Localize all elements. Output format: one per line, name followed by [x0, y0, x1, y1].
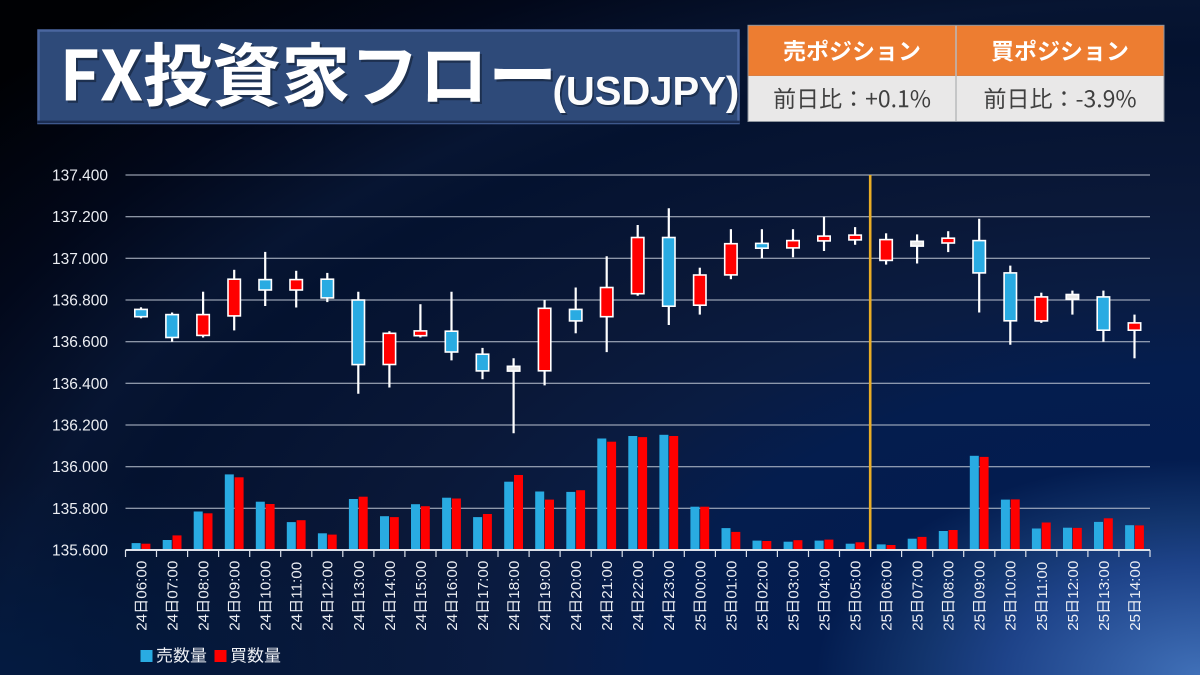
- svg-text:10:00: 10:00: [258, 561, 275, 599]
- svg-text:24: 24: [537, 614, 554, 631]
- svg-text:135.800: 135.800: [52, 501, 108, 518]
- svg-text:25: 25: [1065, 614, 1082, 631]
- svg-text:24: 24: [568, 614, 585, 631]
- svg-text:24: 24: [475, 614, 492, 631]
- svg-text:03:00: 03:00: [785, 561, 802, 599]
- svg-text:25: 25: [754, 614, 771, 631]
- svg-text:21:00: 21:00: [599, 561, 616, 599]
- svg-text:00:00: 00:00: [692, 561, 709, 599]
- svg-text:24: 24: [165, 614, 182, 631]
- svg-text:04:00: 04:00: [817, 561, 834, 599]
- svg-text:11:00: 11:00: [289, 562, 306, 599]
- svg-text:24: 24: [258, 614, 275, 631]
- svg-text:25: 25: [1096, 614, 1113, 631]
- svg-text:13:00: 13:00: [351, 561, 368, 599]
- svg-text:14:00: 14:00: [1127, 561, 1144, 599]
- svg-text:09:00: 09:00: [227, 561, 244, 599]
- svg-text:135.600: 135.600: [52, 543, 108, 560]
- svg-text:12:00: 12:00: [1065, 561, 1082, 599]
- svg-text:25: 25: [1127, 614, 1144, 631]
- svg-text:136.000: 136.000: [52, 459, 108, 476]
- svg-text:01:00: 01:00: [723, 561, 740, 599]
- svg-text:137.200: 137.200: [52, 209, 108, 226]
- svg-text:16:00: 16:00: [444, 561, 461, 599]
- svg-text:136.200: 136.200: [52, 418, 108, 435]
- svg-text:24: 24: [289, 614, 306, 631]
- svg-text:25: 25: [1003, 614, 1020, 631]
- svg-text:25: 25: [848, 614, 865, 631]
- svg-text:25: 25: [1034, 614, 1051, 631]
- svg-text:10:00: 10:00: [1003, 561, 1020, 599]
- svg-text:(USDJPY): (USDJPY): [553, 70, 740, 114]
- svg-text:136.600: 136.600: [52, 334, 108, 351]
- svg-text:08:00: 08:00: [196, 561, 213, 599]
- svg-text:24: 24: [196, 614, 213, 631]
- svg-text:25: 25: [723, 614, 740, 631]
- svg-text:05:00: 05:00: [848, 561, 865, 599]
- svg-text:23:00: 23:00: [661, 561, 678, 599]
- svg-text:136.400: 136.400: [52, 376, 108, 393]
- svg-text:13:00: 13:00: [1096, 561, 1113, 599]
- svg-text:24: 24: [506, 614, 523, 631]
- svg-text:18:00: 18:00: [506, 561, 523, 599]
- svg-text:136.800: 136.800: [52, 293, 108, 310]
- svg-text:25: 25: [972, 614, 989, 631]
- svg-text:08:00: 08:00: [941, 561, 958, 599]
- svg-text:06:00: 06:00: [134, 561, 151, 599]
- svg-text:25: 25: [879, 614, 896, 631]
- svg-text:25: 25: [785, 614, 802, 631]
- svg-text:24: 24: [382, 614, 399, 631]
- svg-text:24: 24: [134, 614, 151, 631]
- svg-text:24: 24: [630, 614, 647, 631]
- svg-text:25: 25: [941, 614, 958, 631]
- svg-text:25: 25: [817, 614, 834, 631]
- svg-text:24: 24: [320, 614, 337, 631]
- svg-text:06:00: 06:00: [879, 561, 896, 599]
- svg-text:24: 24: [444, 614, 461, 631]
- svg-text:15:00: 15:00: [413, 561, 430, 599]
- svg-text:12:00: 12:00: [320, 561, 337, 599]
- svg-text:22:00: 22:00: [630, 561, 647, 599]
- svg-text:24: 24: [599, 614, 616, 631]
- svg-text:09:00: 09:00: [972, 561, 989, 599]
- svg-text:20:00: 20:00: [568, 561, 585, 599]
- svg-text:07:00: 07:00: [910, 561, 927, 599]
- svg-text:25: 25: [910, 614, 927, 631]
- svg-text:25: 25: [692, 614, 709, 631]
- svg-text:137.000: 137.000: [52, 251, 108, 268]
- svg-text:11:00: 11:00: [1034, 562, 1051, 599]
- svg-text:19:00: 19:00: [537, 561, 554, 599]
- svg-text:14:00: 14:00: [382, 561, 399, 599]
- svg-text:02:00: 02:00: [754, 561, 771, 599]
- svg-text:24: 24: [227, 614, 244, 631]
- svg-text:24: 24: [413, 614, 430, 631]
- svg-text:24: 24: [351, 614, 368, 631]
- svg-text:137.400: 137.400: [52, 168, 108, 185]
- svg-text:(USDJPY): (USDJPY): [554, 72, 741, 116]
- svg-text:17:00: 17:00: [475, 561, 492, 599]
- svg-text:24: 24: [661, 614, 678, 631]
- svg-text:07:00: 07:00: [165, 561, 182, 599]
